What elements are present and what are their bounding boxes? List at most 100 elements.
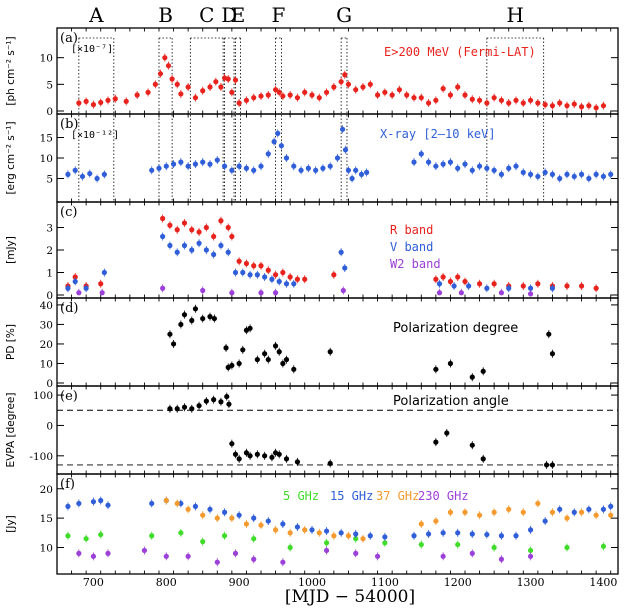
data-point: [309, 527, 315, 533]
data-point: [608, 512, 614, 518]
y-tick-label: 20: [40, 484, 53, 496]
y-tick-label: 10: [40, 543, 53, 555]
data-point: [455, 530, 461, 536]
data-point: [349, 175, 355, 182]
x-axis-layer: 700 800 900 1000 1100 1200 1300 1400: [83, 576, 618, 589]
data-point: [302, 89, 308, 95]
y-tick-label: 5: [46, 79, 53, 91]
data-point: [331, 272, 337, 278]
series-legend-label: 230 GHz: [418, 489, 469, 503]
data-point: [203, 398, 209, 404]
data-point: [236, 512, 242, 518]
data-point: [200, 539, 206, 545]
data-point: [498, 533, 505, 539]
data-point: [276, 89, 282, 95]
data-point: [418, 151, 424, 157]
data-point: [320, 165, 326, 171]
series-5-ghz: 5 GHz: [65, 489, 607, 555]
data-point: [240, 347, 246, 353]
data-point: [189, 317, 195, 324]
data-point: [152, 81, 158, 87]
series-15-ghz: 15 GHz: [65, 489, 614, 541]
data-point: [433, 439, 439, 445]
series-polarization-angle: Polarization angle: [167, 392, 556, 469]
data-point: [360, 84, 366, 90]
period-C: C: [189, 3, 224, 202]
data-point: [203, 224, 209, 231]
data-point: [520, 509, 526, 515]
data-point: [174, 500, 180, 507]
panel-label: (d): [60, 301, 78, 316]
y-tick-label: 20: [40, 339, 53, 351]
period-label: G: [336, 3, 352, 27]
series-e-200-mev-fermi-lat-: E>200 MeV (Fermi-LAT): [76, 45, 607, 111]
data-point: [444, 430, 450, 436]
data-point: [145, 89, 151, 95]
data-point: [207, 314, 213, 320]
data-point: [200, 88, 206, 94]
data-point: [163, 497, 169, 504]
data-point: [451, 283, 457, 289]
data-point: [425, 159, 432, 165]
data-point: [593, 285, 599, 291]
panel-frame: [56, 201, 619, 299]
data-point: [396, 87, 403, 93]
data-point: [207, 84, 213, 90]
data-point: [447, 159, 454, 165]
data-point: [225, 76, 231, 82]
data-point: [345, 167, 352, 173]
data-point: [345, 533, 352, 539]
data-point: [200, 512, 206, 518]
data-point: [196, 240, 202, 246]
data-point: [280, 93, 286, 99]
data-point: [192, 95, 199, 101]
data-point: [243, 165, 250, 171]
data-point: [433, 518, 439, 524]
data-point: [287, 92, 293, 98]
data-point: [316, 530, 322, 536]
data-point: [418, 521, 424, 527]
data-point: [213, 79, 219, 85]
data-point: [169, 76, 175, 82]
data-point: [65, 503, 71, 509]
period-H: H: [486, 3, 545, 202]
panel-label: (f): [60, 477, 75, 492]
data-point: [229, 362, 235, 369]
period-label: B: [158, 3, 173, 27]
data-point: [498, 290, 505, 296]
data-point: [258, 522, 264, 528]
data-point: [600, 506, 607, 512]
x-tick-label: 1000: [298, 576, 326, 589]
data-point: [287, 530, 293, 536]
data-point: [192, 161, 199, 167]
panel-b: (b)[×10⁻¹²] 5 10 15 [erg cm⁻² s⁻¹] X-ray [2–1…: [5, 113, 619, 203]
x-tick-label: 900: [229, 576, 250, 589]
data-point: [90, 553, 97, 559]
data-point: [600, 103, 607, 109]
data-point: [404, 92, 410, 98]
data-point: [272, 343, 279, 349]
data-point: [469, 550, 475, 556]
data-point: [571, 101, 577, 107]
data-point: [200, 159, 206, 165]
panel-label: (c): [60, 205, 77, 220]
data-point: [76, 290, 82, 296]
panel-label: (e): [60, 389, 78, 404]
data-point: [272, 290, 279, 296]
data-point: [167, 331, 173, 337]
data-point: [165, 63, 172, 69]
data-point: [90, 102, 97, 108]
data-point: [229, 515, 235, 521]
data-point: [447, 509, 454, 515]
data-point: [229, 233, 235, 240]
period-D: D: [221, 3, 237, 202]
data-point: [491, 509, 497, 515]
data-point: [265, 518, 271, 524]
data-point: [163, 553, 169, 559]
data-point: [291, 366, 297, 372]
data-point: [276, 278, 282, 285]
data-point: [221, 533, 228, 539]
data-point: [309, 92, 315, 98]
data-point: [224, 393, 230, 400]
data-point: [367, 81, 373, 87]
